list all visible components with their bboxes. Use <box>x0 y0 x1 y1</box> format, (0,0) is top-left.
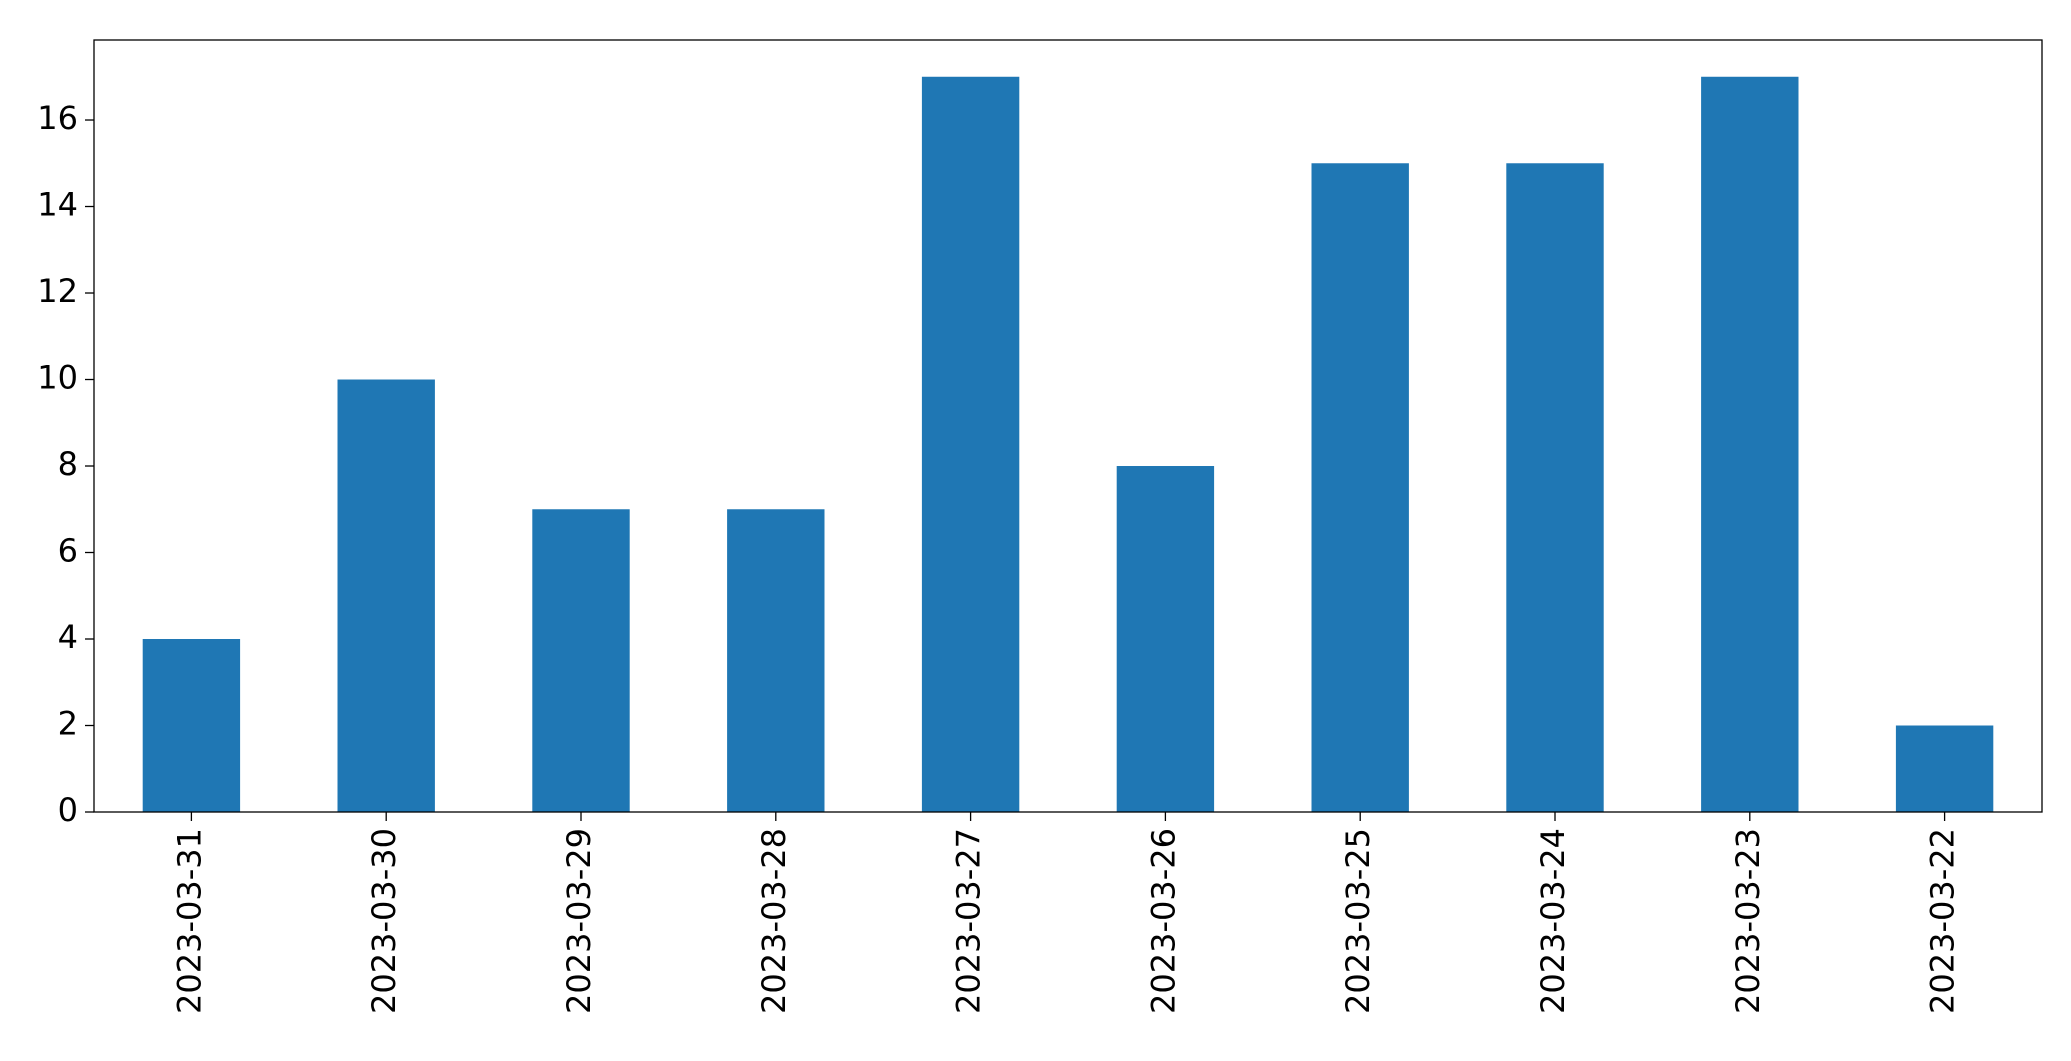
x-tick-label: 2023-03-29 <box>560 828 598 1014</box>
x-tick-label: 2023-03-30 <box>365 828 403 1014</box>
bar <box>1506 163 1604 812</box>
bar <box>1311 163 1409 812</box>
bar <box>142 639 241 812</box>
bar <box>1116 466 1215 812</box>
x-tick-label: 2023-03-25 <box>1339 828 1377 1014</box>
y-tick-label: 10 <box>37 359 78 397</box>
y-tick-label: 2 <box>58 705 78 743</box>
y-tick-label: 16 <box>37 99 78 137</box>
x-tick-label: 2023-03-31 <box>170 828 208 1014</box>
bar <box>1895 725 1994 812</box>
bar <box>921 76 1020 812</box>
bar <box>532 509 630 812</box>
x-tick-label: 2023-03-24 <box>1534 828 1572 1014</box>
y-tick-label: 14 <box>37 186 78 224</box>
y-tick-label: 0 <box>58 791 78 829</box>
bar <box>727 509 825 812</box>
bar <box>1701 76 1799 812</box>
y-tick-label: 6 <box>58 532 78 570</box>
y-tick-label: 8 <box>58 445 78 483</box>
y-tick-label: 12 <box>37 272 78 310</box>
x-tick-label: 2023-03-28 <box>755 828 793 1014</box>
x-tick-label: 2023-03-27 <box>950 828 988 1014</box>
y-tick-label: 4 <box>58 618 78 656</box>
plot-frame <box>93 39 2043 813</box>
bar <box>337 379 435 812</box>
x-tick-label: 2023-03-22 <box>1924 828 1962 1014</box>
x-tick-label: 2023-03-23 <box>1729 828 1767 1014</box>
x-tick-label: 2023-03-26 <box>1144 828 1182 1014</box>
